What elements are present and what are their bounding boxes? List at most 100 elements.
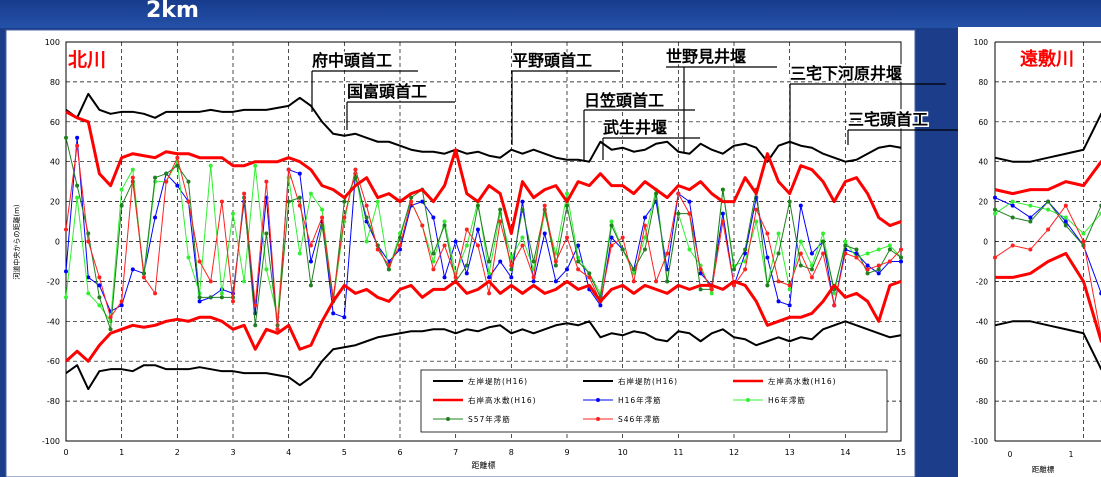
main-series-point bbox=[64, 295, 68, 300]
main-series-point bbox=[364, 203, 369, 208]
right-series-point bbox=[993, 255, 997, 260]
right-series-point bbox=[1046, 227, 1051, 232]
main-series-point bbox=[353, 175, 358, 180]
main-series-point bbox=[75, 135, 80, 140]
main-series-point bbox=[576, 243, 581, 248]
header-band: 2km bbox=[0, 0, 1101, 28]
x-axis-label: 距離標 bbox=[472, 460, 496, 470]
main-series-point bbox=[420, 199, 425, 204]
main-series-point bbox=[531, 279, 536, 284]
main-series-point bbox=[297, 195, 302, 200]
structure-annotation: 三宅下河原井堰 bbox=[790, 64, 902, 83]
main-series-line bbox=[65, 145, 902, 330]
main-series-point bbox=[130, 167, 135, 172]
main-series-point bbox=[798, 239, 803, 244]
y-tick-label: 80 bbox=[50, 78, 60, 87]
right-x-tick-label: 1 bbox=[1069, 450, 1074, 459]
main-series-point bbox=[520, 235, 525, 240]
main-series-point bbox=[631, 279, 636, 284]
right-chart-panel bbox=[958, 27, 1101, 477]
main-series-point bbox=[876, 271, 881, 276]
main-series-point bbox=[865, 251, 870, 256]
main-series-point bbox=[787, 283, 792, 288]
main-series-point bbox=[776, 279, 781, 284]
main-series-point bbox=[320, 207, 325, 212]
main-series-point bbox=[130, 267, 135, 272]
main-series-point bbox=[119, 187, 124, 192]
main-series-point bbox=[642, 223, 647, 228]
main-series-point bbox=[119, 299, 124, 304]
main-series-point bbox=[821, 231, 826, 236]
main-series-point bbox=[342, 199, 347, 204]
main-series-line bbox=[65, 161, 902, 322]
main-series-point bbox=[576, 267, 581, 272]
main-series-point bbox=[186, 199, 191, 204]
main-series-point bbox=[565, 267, 569, 272]
main-series-point bbox=[475, 243, 480, 248]
main-series-point bbox=[130, 175, 135, 180]
main-series-point bbox=[754, 207, 759, 212]
main-series-point bbox=[208, 295, 213, 300]
main-series-point bbox=[431, 259, 436, 264]
right-series-point bbox=[1010, 215, 1015, 220]
main-series-point bbox=[754, 219, 759, 224]
main-series-point bbox=[520, 207, 525, 212]
main-series-point bbox=[698, 267, 703, 272]
structure-annotation: 平野頭首工 bbox=[512, 51, 592, 70]
main-series-point bbox=[297, 203, 302, 208]
right-chart: 100 80 60 40 20 0 -20 -40 -60 -80 -100 0 1 距離標 遠敷川 bbox=[971, 38, 1101, 474]
main-series-point bbox=[108, 327, 113, 332]
right-series-line bbox=[994, 112, 1101, 163]
right-y-tick-label: 60 bbox=[978, 118, 988, 127]
x-tick-label: 15 bbox=[896, 448, 906, 457]
main-series-point bbox=[732, 267, 736, 272]
right-series-point bbox=[993, 195, 997, 200]
main-series-point bbox=[865, 263, 870, 268]
main-series-point bbox=[398, 235, 402, 240]
main-series-point bbox=[809, 275, 814, 280]
main-series-point bbox=[720, 211, 725, 216]
main-series-point bbox=[464, 227, 469, 232]
river-label-kitagawa: 北川 bbox=[68, 49, 106, 71]
main-series-point bbox=[219, 291, 224, 296]
main-series-point bbox=[375, 199, 380, 204]
legend-marker bbox=[596, 417, 600, 421]
legend-marker bbox=[446, 417, 450, 421]
main-series-point bbox=[420, 223, 425, 228]
main-series-point bbox=[765, 283, 770, 288]
main-series-point bbox=[520, 199, 525, 204]
right-series-point bbox=[1063, 215, 1068, 220]
right-y-tick-label: -100 bbox=[971, 437, 988, 446]
right-series-point bbox=[993, 211, 997, 216]
main-series-point bbox=[398, 247, 402, 252]
y-tick-label: 20 bbox=[50, 198, 60, 207]
right-series-point bbox=[1028, 203, 1033, 208]
main-series-point bbox=[253, 303, 258, 308]
main-series-point bbox=[97, 303, 102, 308]
main-series-point bbox=[876, 267, 881, 272]
main-series-line bbox=[65, 137, 902, 330]
main-series-point bbox=[342, 315, 347, 320]
main-series-point bbox=[286, 199, 291, 204]
structure-annotation: 日笠頭首工 bbox=[584, 91, 664, 110]
main-series-point bbox=[798, 251, 803, 256]
main-series-point bbox=[798, 263, 803, 268]
right-series-point bbox=[1046, 207, 1051, 212]
main-series-point bbox=[153, 291, 158, 296]
structure-annotation: 府中頭首工 bbox=[312, 51, 392, 70]
main-series-point bbox=[308, 283, 313, 288]
main-series-line bbox=[65, 110, 902, 236]
main-series-point bbox=[86, 275, 91, 280]
main-series-point bbox=[899, 255, 903, 260]
main-series-point bbox=[687, 199, 692, 204]
main-series-point bbox=[64, 135, 68, 140]
legend-label: 右岸堤防(H16) bbox=[618, 376, 678, 386]
main-series-point bbox=[565, 203, 569, 208]
main-series-point bbox=[832, 291, 837, 296]
main-series-point bbox=[475, 203, 480, 208]
main-series-point bbox=[375, 247, 380, 252]
main-series-point bbox=[342, 215, 347, 220]
main-series-point bbox=[175, 155, 180, 160]
main-series-point bbox=[609, 243, 614, 248]
